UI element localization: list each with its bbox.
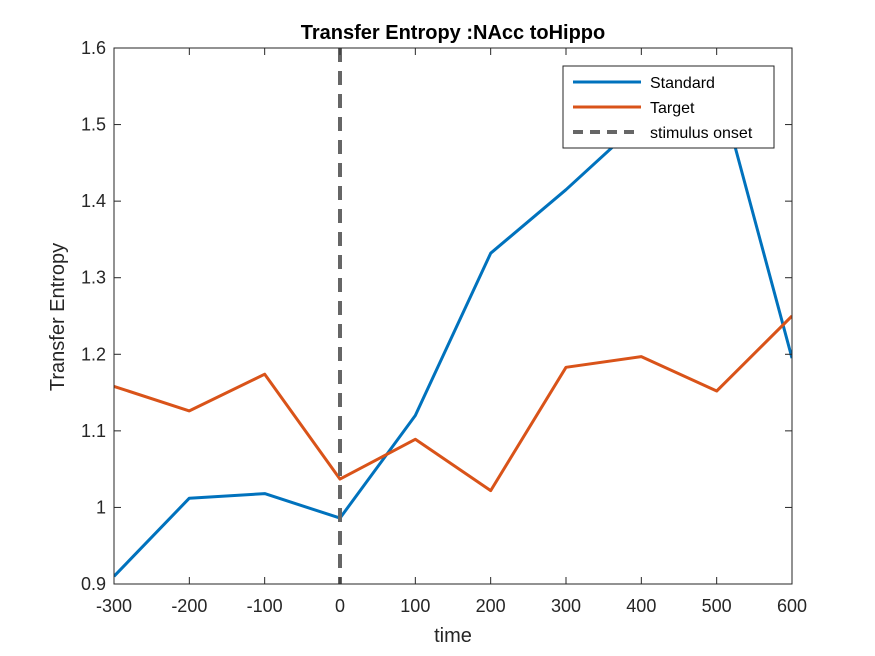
x-axis-ticks: -300 -200 -100 0 100 200 300 400 500 600	[96, 48, 807, 616]
legend-label: Target	[650, 100, 695, 117]
y-axis-ticks: 0.9 1 1.1 1.2 1.3 1.4 1.5 1.6	[81, 38, 792, 594]
x-axis-label: time	[434, 625, 472, 647]
legend: Standard Target stimulus onset	[562, 65, 775, 149]
x-tick-label: 300	[551, 596, 581, 616]
y-tick-label: 1.5	[81, 115, 106, 135]
legend-label: stimulus onset	[650, 125, 753, 142]
x-tick-label: -200	[171, 596, 207, 616]
x-tick-label: -300	[96, 596, 132, 616]
y-tick-label: 1.6	[81, 38, 106, 58]
y-tick-label: 1.2	[81, 344, 106, 364]
x-tick-label: 500	[702, 596, 732, 616]
x-tick-label: 400	[626, 596, 656, 616]
series-line-target	[114, 314, 792, 493]
y-tick-label: 0.9	[81, 574, 106, 594]
axes-box	[113, 47, 793, 585]
chart-title: Transfer Entropy :NAcc toHippo	[301, 22, 605, 44]
y-tick-label: 1	[96, 497, 106, 517]
x-tick-label: 200	[476, 596, 506, 616]
x-tick-label: 0	[335, 596, 345, 616]
x-tick-label: 600	[777, 596, 807, 616]
legend-label: Standard	[650, 75, 715, 92]
x-tick-label: 100	[400, 596, 430, 616]
y-axis-label: Transfer Entropy	[47, 243, 69, 391]
y-tick-label: 1.1	[81, 421, 106, 441]
y-tick-label: 1.3	[81, 268, 106, 288]
x-tick-label: -100	[247, 596, 283, 616]
y-tick-label: 1.4	[81, 191, 106, 211]
